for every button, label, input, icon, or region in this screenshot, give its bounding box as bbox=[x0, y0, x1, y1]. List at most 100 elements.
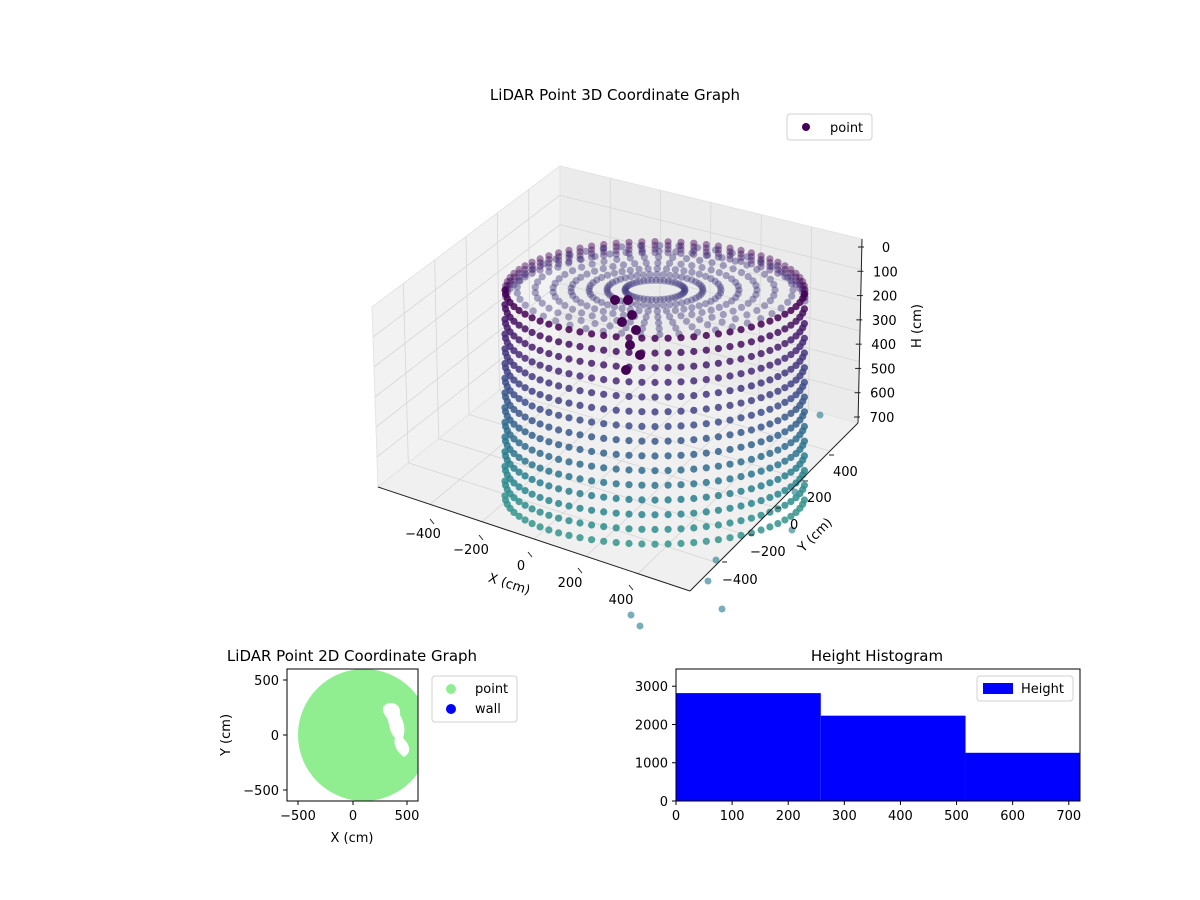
x-axis-label-3d: X (cm) bbox=[486, 571, 532, 599]
point-3d bbox=[600, 376, 608, 384]
point-3d bbox=[528, 520, 536, 528]
point-3d bbox=[714, 246, 723, 254]
point-3d bbox=[734, 282, 742, 290]
point-3d bbox=[568, 305, 577, 313]
point-3d bbox=[690, 465, 698, 473]
point-3d bbox=[603, 301, 612, 309]
point-3d bbox=[747, 352, 756, 361]
point-3d bbox=[565, 502, 573, 510]
point-3d bbox=[702, 300, 710, 308]
point-3d bbox=[792, 303, 800, 311]
legend-marker-wall bbox=[446, 704, 456, 714]
point-3d bbox=[588, 536, 596, 544]
point-3d bbox=[774, 266, 782, 274]
point-3d bbox=[618, 329, 626, 337]
point-3d bbox=[757, 252, 765, 260]
point-3d bbox=[640, 319, 648, 327]
point-3d bbox=[698, 288, 707, 296]
point-3d bbox=[726, 255, 734, 263]
point-3d bbox=[664, 349, 672, 357]
point-3d bbox=[510, 361, 518, 369]
point-3d bbox=[545, 255, 553, 264]
point-3d bbox=[593, 276, 601, 284]
z-tick-label: 600 bbox=[870, 387, 895, 402]
point-3d bbox=[747, 338, 756, 346]
point-3d bbox=[737, 428, 745, 437]
point-3d bbox=[668, 278, 676, 286]
point-3d bbox=[583, 302, 591, 310]
point-3d bbox=[714, 477, 723, 485]
point-3d bbox=[766, 317, 774, 325]
point-3d bbox=[672, 324, 680, 332]
point-3d bbox=[606, 322, 614, 330]
point-3d bbox=[757, 408, 765, 416]
point-3d bbox=[510, 376, 518, 384]
point-3d bbox=[586, 290, 595, 298]
point-3d bbox=[625, 249, 633, 257]
point-3d bbox=[787, 321, 795, 329]
point-3d bbox=[766, 464, 774, 472]
point-3d bbox=[565, 414, 573, 422]
point-3d bbox=[796, 277, 804, 285]
point-3d bbox=[702, 272, 710, 280]
point-3d bbox=[766, 449, 774, 457]
point-3d bbox=[690, 421, 698, 429]
point-3d bbox=[536, 405, 544, 413]
point-3d bbox=[612, 480, 620, 488]
point-3d bbox=[555, 323, 563, 331]
title-histogram: Height Histogram bbox=[811, 647, 943, 665]
point-3d bbox=[677, 539, 685, 548]
point-3d bbox=[702, 331, 710, 340]
point-3d bbox=[515, 365, 523, 373]
point-3d bbox=[638, 393, 646, 401]
point-3d bbox=[774, 490, 782, 498]
point-3d bbox=[588, 246, 596, 254]
point-3d bbox=[588, 312, 596, 320]
point-3d bbox=[757, 350, 765, 358]
point-3d bbox=[671, 306, 680, 314]
point-3d bbox=[521, 472, 529, 480]
point-3d bbox=[722, 300, 730, 308]
point-3d bbox=[747, 249, 756, 257]
point-3d bbox=[576, 416, 584, 424]
point-3d bbox=[555, 426, 563, 434]
point-3d bbox=[664, 245, 672, 253]
point-3d bbox=[619, 261, 628, 269]
point-3d bbox=[781, 262, 789, 270]
point-3d bbox=[638, 452, 646, 460]
point-3d bbox=[799, 281, 807, 289]
point-3d bbox=[714, 330, 723, 338]
point-3d bbox=[612, 333, 620, 341]
point-3d bbox=[726, 416, 734, 424]
point-3d bbox=[625, 407, 633, 415]
plot-histogram: Height Histogram 0 100 200 300 400 500 600 700 … bbox=[635, 647, 1081, 824]
y-tick-label: −200 bbox=[750, 545, 786, 560]
point-3d bbox=[737, 531, 745, 540]
y-tick-label: −500 bbox=[243, 784, 279, 799]
point-3d bbox=[774, 358, 782, 366]
point-3d bbox=[747, 426, 756, 434]
point-3d bbox=[792, 273, 800, 281]
point-3d bbox=[726, 251, 734, 259]
point-3d bbox=[726, 343, 734, 351]
point-3d bbox=[766, 275, 775, 283]
point-3d bbox=[747, 485, 756, 493]
point-3d bbox=[698, 263, 706, 272]
point-3d bbox=[677, 392, 685, 401]
point-3d bbox=[576, 248, 584, 256]
point-3d bbox=[651, 349, 659, 357]
point-3d bbox=[781, 428, 789, 436]
point-3d bbox=[792, 494, 800, 502]
point-3d bbox=[726, 445, 734, 454]
point-3d bbox=[600, 331, 608, 340]
point-3d bbox=[774, 505, 782, 513]
point-3d bbox=[757, 452, 765, 461]
point-3d bbox=[787, 336, 795, 344]
point-3d bbox=[578, 309, 586, 317]
point-3d bbox=[565, 313, 573, 321]
point-3d bbox=[521, 428, 529, 436]
point-3d bbox=[521, 265, 529, 274]
point-3d bbox=[603, 285, 611, 293]
point-3d bbox=[714, 447, 723, 456]
histogram-bar bbox=[676, 693, 821, 801]
